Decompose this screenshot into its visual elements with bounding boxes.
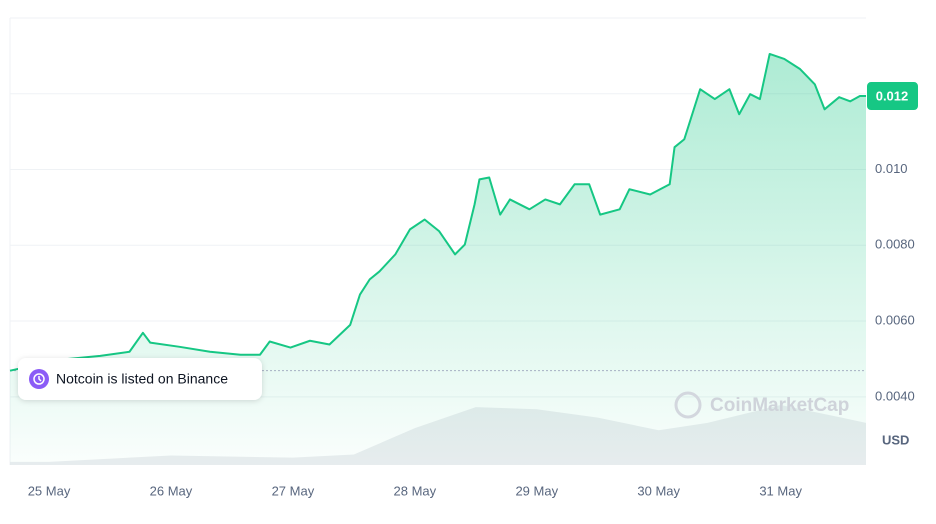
x-tick-label: 26 May — [150, 483, 193, 498]
price-line — [9, 52, 866, 372]
x-tick-label: 28 May — [394, 483, 437, 498]
y-tick-label: 0.0040 — [875, 388, 915, 403]
y-unit: USD — [882, 432, 909, 447]
current-price-badge — [867, 82, 918, 111]
x-tick-label: 31 May — [759, 483, 802, 498]
y-tick-label: 0.0080 — [875, 237, 915, 252]
y-tick-label: 0.010 — [875, 161, 908, 176]
x-tick-label: 29 May — [515, 483, 558, 498]
x-tick-label: 30 May — [637, 483, 680, 498]
watermark-text: CoinMarketCap — [710, 395, 849, 416]
annotation-text: Notcoin is listed on Binance — [56, 371, 228, 387]
annotation: Notcoin is listed on Binance — [18, 358, 262, 400]
current-price-label: 0.012 — [876, 88, 909, 103]
x-tick-label: 25 May — [28, 483, 71, 498]
y-tick-label: 0.0060 — [875, 312, 915, 327]
watermark: CoinMarketCap — [674, 391, 849, 419]
x-tick-label: 27 May — [272, 483, 315, 498]
